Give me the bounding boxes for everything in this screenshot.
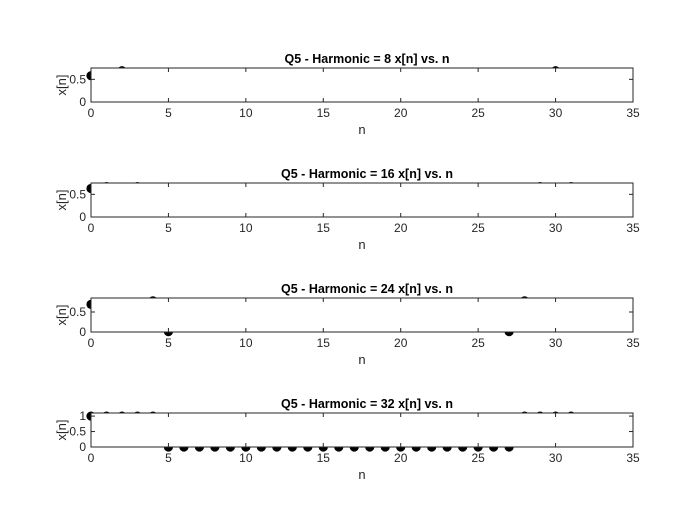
y-tick-label: 0 xyxy=(79,440,86,454)
x-tick-label: 25 xyxy=(471,106,485,120)
y-axis-label: x[n] xyxy=(54,190,69,211)
x-tick-label: 10 xyxy=(239,106,253,120)
x-tick-label: 35 xyxy=(626,221,640,235)
x-tick-label: 35 xyxy=(626,106,640,120)
x-tick-label: 30 xyxy=(549,451,563,465)
x-tick-label: 5 xyxy=(165,451,172,465)
x-tick-label: 30 xyxy=(549,336,563,350)
x-tick-label: 35 xyxy=(626,336,640,350)
y-tick-label: 0 xyxy=(79,210,86,224)
subplot-3: 0 5 10 15 20 25 30 35 0 0.5 Q5 - Harmonic = 24 x[n… xyxy=(54,282,640,367)
x-tick-label: 5 xyxy=(165,221,172,235)
x-tick-label: 5 xyxy=(165,106,172,120)
y-tick-label: 0.5 xyxy=(69,305,86,319)
subplot-1: 0 5 10 15 20 25 30 35 0 0.5 Q5 - Harmonic = 8 x[n]… xyxy=(54,52,640,137)
x-tick-label: 0 xyxy=(88,451,95,465)
x-tick-label: 0 xyxy=(88,106,95,120)
axes-box xyxy=(90,412,634,448)
y-tick-label: 0.5 xyxy=(69,187,86,201)
x-tick-label: 30 xyxy=(549,106,563,120)
subplot-title: Q5 - Harmonic = 16 x[n] vs. n xyxy=(281,167,453,181)
subplot-title: Q5 - Harmonic = 8 x[n] vs. n xyxy=(285,52,450,66)
axes-box xyxy=(90,67,634,103)
x-axis-label: n xyxy=(358,237,365,252)
x-tick-label: 15 xyxy=(317,336,331,350)
x-tick-label: 10 xyxy=(239,451,253,465)
y-tick-label: 1 xyxy=(79,409,86,423)
axes-box xyxy=(90,182,634,218)
x-axis-label: n xyxy=(358,467,365,482)
x-tick-label: 0 xyxy=(88,221,95,235)
y-axis-label: x[n] xyxy=(54,420,69,441)
x-tick-label: 5 xyxy=(165,336,172,350)
x-tick-label: 25 xyxy=(471,221,485,235)
x-tick-label: 20 xyxy=(394,451,408,465)
subplot-2: 0 5 10 15 20 25 30 35 0 0.5 Q5 - Harmonic = 16 x[n… xyxy=(54,167,640,252)
y-axis-label: x[n] xyxy=(54,305,69,326)
y-tick-label: 0.5 xyxy=(69,425,86,439)
x-tick-label: 15 xyxy=(317,221,331,235)
x-tick-label: 15 xyxy=(317,451,331,465)
y-tick-label: 0 xyxy=(79,95,86,109)
x-tick-label: 0 xyxy=(88,336,95,350)
subplot-title: Q5 - Harmonic = 24 x[n] vs. n xyxy=(281,282,453,296)
x-tick-label: 30 xyxy=(549,221,563,235)
x-tick-label: 25 xyxy=(471,336,485,350)
subplot-4: 0 5 10 15 20 25 30 35 00.5 1 Q5 - Harmonic = 32 x[… xyxy=(54,397,640,482)
x-tick-label: 10 xyxy=(239,336,253,350)
y-tick-label: 0.5 xyxy=(69,72,86,86)
x-axis-label: n xyxy=(358,122,365,137)
axes-box xyxy=(90,297,634,333)
x-tick-label: 20 xyxy=(394,221,408,235)
x-axis-label: n xyxy=(358,352,365,367)
x-tick-label: 15 xyxy=(317,106,331,120)
x-tick-label: 10 xyxy=(239,221,253,235)
x-tick-label: 35 xyxy=(626,451,640,465)
x-tick-label: 25 xyxy=(471,451,485,465)
y-axis-label: x[n] xyxy=(54,75,69,96)
y-tick-label: 0 xyxy=(79,325,86,339)
x-tick-label: 20 xyxy=(394,336,408,350)
subplot-title: Q5 - Harmonic = 32 x[n] vs. n xyxy=(281,397,453,411)
x-tick-label: 20 xyxy=(394,106,408,120)
